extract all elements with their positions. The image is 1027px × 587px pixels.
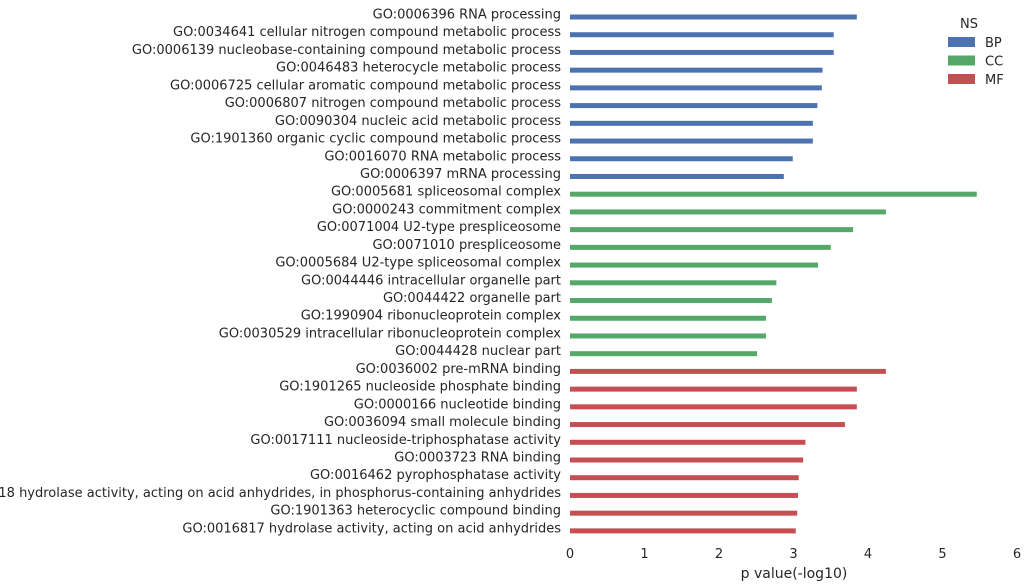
category-label: GO:0005681 spliceosomal complex: [331, 185, 561, 200]
bar-bp: [570, 156, 793, 162]
x-tick-label: 5: [938, 547, 946, 562]
x-axis-title: p value(-log10): [741, 566, 848, 582]
bar-bp: [570, 14, 857, 20]
bar-mf: [570, 528, 796, 534]
bar-cc: [570, 315, 766, 321]
bar-bp: [570, 120, 813, 126]
category-label: GO:1901363 heterocyclic compound binding: [270, 504, 561, 519]
category-label: GO:0090304 nucleic acid metabolic proces…: [275, 114, 561, 129]
bar-bp: [570, 173, 784, 179]
bar-cc: [570, 351, 757, 357]
category-label: GO:0005684 U2-type spliceosomal complex: [275, 256, 561, 271]
x-tick-label: 6: [1013, 547, 1021, 562]
category-label: GO:0034641 cellular nitrogen compound me…: [173, 25, 561, 40]
legend-label-bp: BP: [985, 36, 1002, 51]
bar-bp: [570, 32, 834, 38]
category-label: GO:1901265 nucleoside phosphate binding: [279, 380, 561, 395]
category-labels: GO:0006396 RNA processing GO:0034641 cell…: [0, 8, 561, 537]
bar-mf: [570, 386, 857, 392]
bar-cc: [570, 244, 831, 250]
category-label: GO:0036002 pre-mRNA binding: [356, 362, 561, 377]
bar-mf: [570, 510, 798, 516]
category-label: GO:0006397 mRNA processing: [360, 167, 561, 182]
category-label: GO:1990904 ribonucleoprotein complex: [301, 309, 562, 324]
x-tick-label: 1: [640, 547, 648, 562]
category-label: GO:0071010 prespliceosome: [372, 238, 561, 253]
x-axis-ticks: 0 1 2 3 4 5 6: [566, 547, 1021, 562]
bar-mf: [570, 475, 799, 481]
bar-bp: [570, 49, 834, 55]
legend-swatch-bp: [948, 37, 975, 47]
category-label: GO:0016817 hydrolase activity, acting on…: [182, 521, 561, 536]
bar-cc: [570, 298, 772, 304]
bar-bp: [570, 138, 813, 144]
bar-cc: [570, 191, 977, 197]
category-label: GO:0000166 nucleotide binding: [354, 397, 561, 412]
category-label: GO:0000243 commitment complex: [332, 202, 561, 217]
bar-cc: [570, 209, 886, 215]
category-label: GO:0016818 hydrolase activity, acting on…: [0, 486, 561, 501]
category-label: GO:0006725 cellular aromatic compound me…: [170, 78, 561, 93]
bar-bp: [570, 85, 822, 91]
bar-mf: [570, 439, 806, 445]
bar-mf: [570, 457, 804, 463]
legend-label-mf: MF: [985, 73, 1004, 88]
category-label: GO:0036094 small molecule binding: [324, 415, 561, 430]
bars-group: [570, 14, 977, 534]
legend-swatch-mf: [948, 74, 975, 84]
x-tick-label: 0: [566, 547, 574, 562]
category-label: GO:0044422 organelle part: [383, 291, 561, 306]
bar-cc: [570, 227, 854, 233]
category-label: GO:0046483 heterocycle metabolic process: [276, 61, 561, 76]
bar-cc: [570, 262, 819, 268]
category-label: GO:1901360 organic cyclic compound metab…: [190, 132, 561, 147]
bar-mf: [570, 492, 798, 498]
bar-mf: [570, 404, 857, 410]
x-tick-label: 2: [715, 547, 723, 562]
category-label: GO:0044446 intracellular organelle part: [301, 273, 561, 288]
legend-label-cc: CC: [985, 55, 1003, 70]
bar-bp: [570, 67, 823, 73]
category-label: GO:0003723 RNA binding: [394, 451, 561, 466]
category-label: GO:0017111 nucleoside-triphosphatase act…: [250, 433, 561, 448]
bar-cc: [570, 333, 766, 339]
bar-bp: [570, 103, 818, 109]
bar-mf: [570, 422, 845, 428]
category-label: GO:0030529 intracellular ribonucleoprote…: [219, 326, 562, 341]
x-tick-label: 3: [789, 547, 797, 562]
legend: NS BP CC MF: [948, 17, 1004, 88]
category-label: GO:0006807 nitrogen compound metabolic p…: [225, 96, 562, 111]
category-label: GO:0006396 RNA processing: [373, 8, 561, 23]
category-label: GO:0044428 nuclear part: [395, 344, 561, 359]
x-tick-label: 4: [864, 547, 872, 562]
category-label: GO:0016462 pyrophosphatase activity: [310, 468, 561, 483]
bar-cc: [570, 280, 777, 286]
legend-title: NS: [960, 17, 978, 32]
bar-mf: [570, 368, 886, 374]
legend-swatch-cc: [948, 55, 975, 66]
category-label: GO:0071004 U2-type prespliceosome: [317, 220, 561, 235]
category-label: GO:0006139 nucleobase-containing compoun…: [132, 43, 561, 58]
category-label: GO:0016070 RNA metabolic process: [324, 149, 561, 164]
